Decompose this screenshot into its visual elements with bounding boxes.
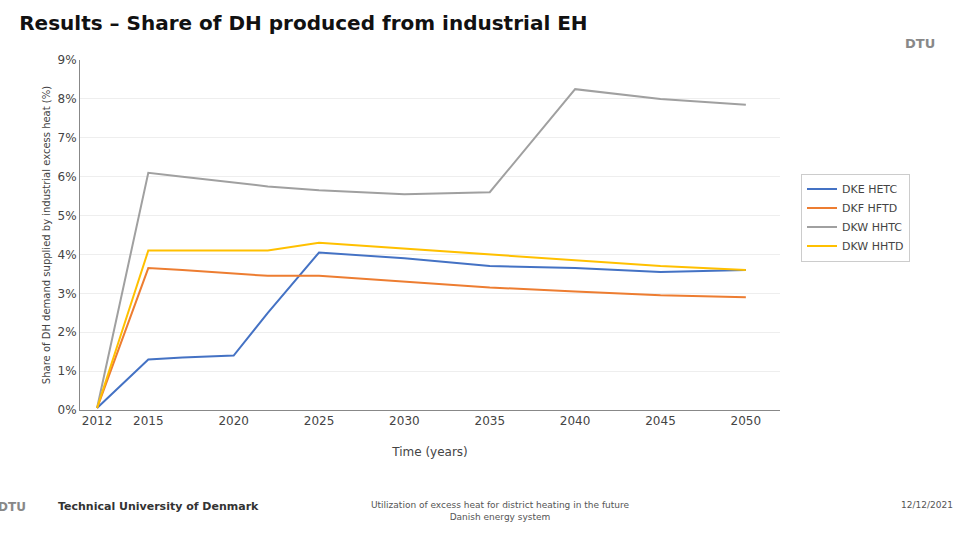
svg-text:Results – Share of DH produced: Results – Share of DH produced from indu… bbox=[19, 11, 587, 35]
svg-text:4%: 4% bbox=[58, 248, 77, 262]
svg-text:3%: 3% bbox=[58, 287, 77, 301]
svg-text:1%: 1% bbox=[58, 364, 77, 378]
svg-text:2040: 2040 bbox=[560, 414, 591, 428]
svg-text:0%: 0% bbox=[58, 403, 77, 417]
svg-text:Share of DH demand supplied by: Share of DH demand supplied by industria… bbox=[41, 86, 52, 384]
svg-text:2035: 2035 bbox=[474, 414, 505, 428]
svg-text:2012: 2012 bbox=[82, 414, 113, 428]
svg-text:2020: 2020 bbox=[218, 414, 249, 428]
svg-text:2045: 2045 bbox=[645, 414, 676, 428]
svg-text:Time (years): Time (years) bbox=[391, 445, 468, 459]
svg-text:2030: 2030 bbox=[389, 414, 420, 428]
svg-text:9%: 9% bbox=[58, 53, 77, 67]
svg-text:6%: 6% bbox=[58, 170, 77, 184]
svg-text:2025: 2025 bbox=[304, 414, 335, 428]
svg-text:5%: 5% bbox=[58, 209, 77, 223]
svg-text:DKF HFTD: DKF HFTD bbox=[842, 202, 897, 215]
svg-text:12/12/2021: 12/12/2021 bbox=[901, 500, 953, 510]
svg-text:8%: 8% bbox=[58, 92, 77, 106]
svg-text:2015: 2015 bbox=[133, 414, 164, 428]
svg-text:DKW HHTC: DKW HHTC bbox=[842, 221, 902, 234]
svg-text:2%: 2% bbox=[58, 325, 77, 339]
svg-text:7%: 7% bbox=[58, 131, 77, 145]
svg-text:Utilization of excess heat for: Utilization of excess heat for district … bbox=[371, 500, 629, 522]
svg-text:DKW HHTD: DKW HHTD bbox=[842, 240, 903, 253]
svg-text:DKE HETC: DKE HETC bbox=[842, 183, 897, 196]
svg-text:Technical University of Denmar: Technical University of Denmark bbox=[58, 500, 259, 513]
svg-text:DTU: DTU bbox=[0, 500, 26, 514]
svg-text:DTU: DTU bbox=[905, 36, 935, 51]
svg-text:2050: 2050 bbox=[731, 414, 762, 428]
